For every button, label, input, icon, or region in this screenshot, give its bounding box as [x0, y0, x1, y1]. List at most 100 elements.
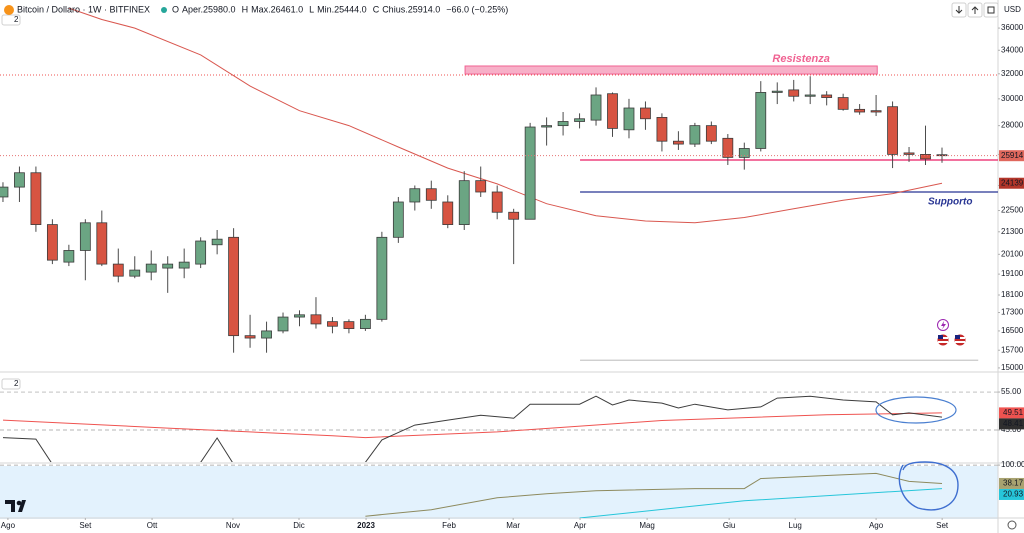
pane-label: 2	[14, 15, 19, 24]
zone-label: Resistenza	[772, 53, 829, 65]
candle-body	[14, 172, 25, 188]
y-tick-label: 16500.0	[1001, 326, 1024, 335]
candle-body	[920, 154, 931, 160]
candle-body	[458, 180, 470, 225]
candle-body	[870, 110, 882, 113]
candle-body	[475, 180, 487, 193]
pane	[0, 391, 998, 462]
price-label-box	[999, 150, 1024, 162]
candle-body	[623, 107, 635, 131]
candle-body	[178, 261, 190, 269]
toolbar-button[interactable]	[983, 2, 999, 18]
candle-body	[607, 93, 618, 129]
value-label-box	[999, 488, 1024, 500]
line-series	[579, 488, 943, 518]
pane-label: 2	[14, 379, 19, 388]
y-tick-label: 30000.0	[1001, 94, 1024, 103]
candle-body	[673, 140, 684, 145]
y-tick-label: 100.00	[1001, 460, 1024, 469]
pane	[0, 464, 998, 518]
candle-body	[722, 137, 734, 158]
candle-body	[96, 222, 108, 265]
x-tick-label: Lug	[789, 521, 802, 530]
candle-body	[656, 117, 668, 142]
candle-body	[244, 335, 256, 339]
x-tick-label: Mag	[639, 521, 655, 530]
candle-body	[903, 152, 915, 155]
candle-body	[409, 188, 421, 203]
x-tick-label: Mar	[506, 521, 520, 530]
candle-body	[228, 236, 240, 337]
candle-body	[79, 222, 91, 251]
candle-body	[804, 94, 816, 97]
symbol-title: Bitcoin / Dollaro · 1W · BITFINEX	[17, 4, 150, 14]
ohlc-value: Chius.25914.0	[382, 4, 440, 14]
candle-body	[738, 148, 750, 158]
event-icon	[941, 321, 946, 330]
x-tick-label: Feb	[442, 521, 456, 530]
y-tick-label: 15700.0	[1001, 345, 1024, 354]
candle-body	[557, 121, 569, 127]
candle-body	[442, 201, 454, 225]
price-label: 24139.0	[1001, 178, 1024, 187]
value-label: 48.41	[1003, 419, 1024, 428]
candle-body	[705, 125, 717, 142]
x-tick-label: Ago	[1, 521, 16, 530]
toolbar-button[interactable]	[951, 2, 967, 18]
value-label-box	[999, 407, 1024, 419]
candle-body	[261, 330, 272, 339]
y-tick-label: 28000.0	[1001, 121, 1024, 130]
candle-body	[887, 106, 898, 155]
value-label-box	[999, 418, 1024, 430]
level-label: Supporto	[928, 197, 972, 208]
x-tick-label: 2023	[357, 521, 375, 530]
candle-body	[640, 107, 651, 120]
y-tick-label: 22500.0	[1001, 206, 1024, 215]
candle-body	[277, 316, 289, 332]
price-label: 25914.0	[1001, 151, 1024, 160]
candle-body	[392, 201, 404, 238]
y-tick-label: 36000.0	[1001, 23, 1024, 32]
x-tick-label: Nov	[226, 521, 240, 530]
market-status	[161, 7, 167, 13]
candle-body	[310, 314, 322, 325]
candle-body	[541, 125, 553, 128]
candle-body	[327, 321, 338, 327]
resistance-zone	[464, 65, 878, 75]
toolbar-button[interactable]	[967, 2, 983, 18]
price-label-box	[999, 177, 1024, 189]
x-tick-label: Dic	[293, 521, 305, 530]
value-label: 49.51	[1003, 408, 1024, 417]
axis-unit: USD	[1004, 5, 1021, 14]
y-tick-label: 34000.0	[1001, 45, 1024, 54]
candle-body	[211, 238, 223, 246]
candle-body	[359, 318, 371, 329]
settings-button[interactable]	[1007, 520, 1017, 530]
candle-body	[771, 90, 783, 93]
y-tick-label: 21300.0	[1001, 227, 1024, 236]
ohlc-value: Aper.25980.0	[182, 4, 236, 14]
ohlc-value: Min.25444.0	[317, 4, 367, 14]
candle-body	[46, 224, 58, 261]
economic-event[interactable]	[937, 334, 949, 346]
ohlc-key: H	[242, 4, 249, 14]
candle-body	[129, 269, 141, 277]
candle-body	[0, 186, 9, 198]
ohlc-value: Max.26461.0	[251, 4, 303, 14]
pane-toggle[interactable]	[1, 378, 21, 390]
candle-body	[590, 94, 602, 121]
line-series	[68, 7, 943, 224]
candle-body	[491, 191, 503, 213]
y-tick-label: 45.00	[1001, 425, 1022, 434]
y-tick-label: 19100.0	[1001, 269, 1024, 278]
candle-body	[755, 92, 767, 149]
pane-toggle[interactable]	[1, 14, 21, 26]
x-tick-label: Ott	[147, 521, 158, 530]
x-tick-label: Apr	[574, 521, 587, 530]
ohlc-key: L	[309, 4, 314, 14]
economic-event[interactable]	[954, 334, 966, 346]
ohlc-key: O	[172, 4, 179, 14]
symbol-icon	[4, 5, 14, 15]
